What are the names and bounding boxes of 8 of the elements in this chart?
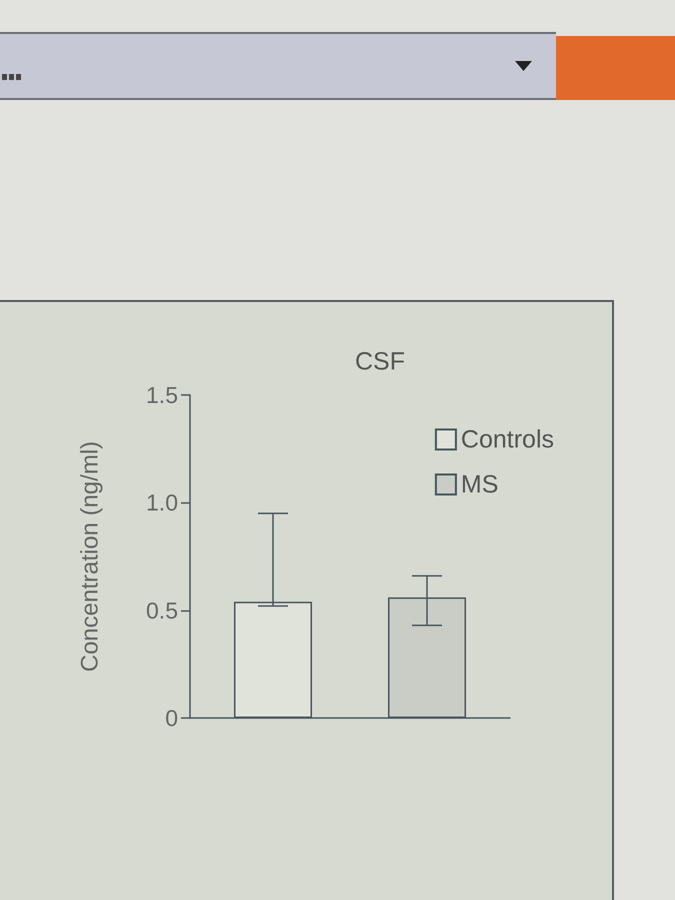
y-tick-label: 1.5 bbox=[146, 382, 178, 408]
legend-label: Controls bbox=[460, 426, 554, 454]
y-tick-label: 0.5 bbox=[146, 597, 178, 624]
chart-title: CSF bbox=[355, 348, 405, 376]
legend-label: MS bbox=[460, 470, 498, 498]
y-axis-title: Concentration (ng/ml) bbox=[76, 441, 104, 672]
y-tick-label: 0 bbox=[165, 705, 178, 731]
y-tick-label: 1.0 bbox=[146, 490, 178, 516]
